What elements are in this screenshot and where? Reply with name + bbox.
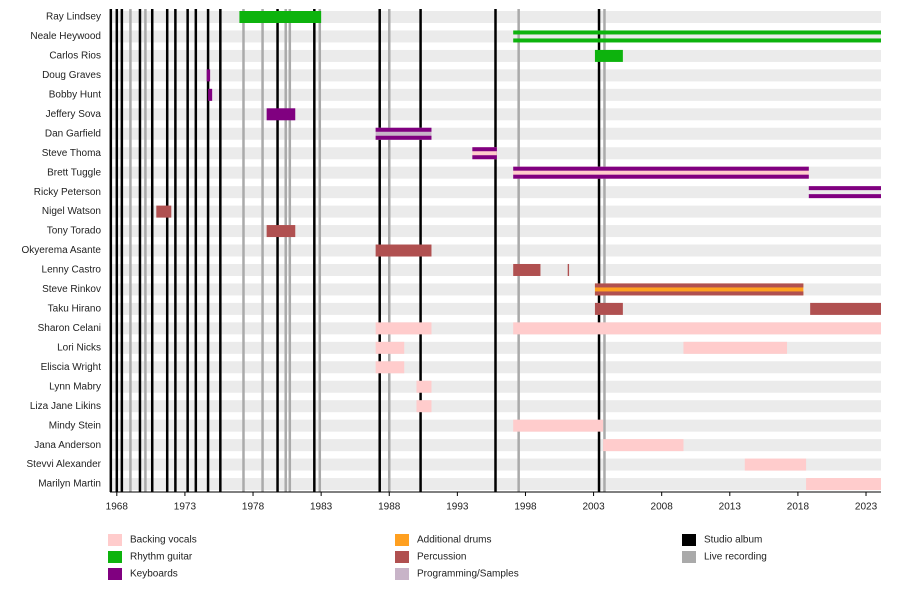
x-tick-label: 2013 bbox=[719, 502, 742, 513]
legend-label: Backing vocals bbox=[130, 535, 197, 546]
legend-label: Rhythm guitar bbox=[130, 552, 193, 563]
bar-stripe bbox=[375, 127, 432, 132]
bar bbox=[416, 380, 432, 393]
legend-label: Additional drums bbox=[417, 535, 491, 546]
bar bbox=[513, 166, 809, 179]
legend-swatch bbox=[395, 568, 409, 580]
bar-stripe bbox=[513, 174, 809, 179]
bar bbox=[208, 88, 213, 101]
bar-stripe bbox=[594, 283, 804, 288]
row-label: Stevvi Alexander bbox=[27, 459, 102, 470]
row-label: Tony Torado bbox=[47, 226, 102, 237]
bar-stripe bbox=[513, 166, 809, 171]
x-tick-label: 2023 bbox=[855, 502, 878, 513]
legend-swatch bbox=[108, 551, 122, 563]
bar bbox=[206, 69, 211, 82]
row-label: Jana Anderson bbox=[34, 440, 101, 451]
row-label: Eliscia Wright bbox=[41, 362, 102, 373]
bar bbox=[266, 225, 296, 238]
bar bbox=[594, 302, 623, 315]
legend-swatch bbox=[108, 568, 122, 580]
row-label: Liza Jane Likins bbox=[30, 401, 101, 412]
legend-label: Studio album bbox=[704, 535, 762, 546]
bar bbox=[513, 322, 881, 335]
bar-stripe bbox=[375, 135, 432, 140]
x-tick-label: 2003 bbox=[582, 502, 605, 513]
legend-swatch bbox=[395, 534, 409, 546]
row-label: Dan Garfield bbox=[45, 128, 101, 139]
row-label: Carlos Rios bbox=[49, 51, 101, 62]
bar bbox=[683, 341, 788, 354]
legend-label: Percussion bbox=[417, 552, 466, 563]
bar bbox=[567, 263, 570, 276]
row-label: Ray Lindsey bbox=[46, 12, 101, 23]
x-tick-label: 2018 bbox=[787, 502, 810, 513]
legend-swatch bbox=[395, 551, 409, 563]
row-label: Nigel Watson bbox=[42, 206, 101, 217]
row-label: Bobby Hunt bbox=[49, 89, 101, 100]
x-tick-label: 1988 bbox=[378, 502, 401, 513]
bar-stripe bbox=[513, 30, 881, 35]
row-label: Sharon Celani bbox=[38, 323, 101, 334]
bar-stripe bbox=[594, 291, 804, 296]
legend-swatch bbox=[108, 534, 122, 546]
x-tick-label: 2008 bbox=[651, 502, 674, 513]
bar bbox=[375, 341, 405, 354]
x-tick-label: 1983 bbox=[310, 502, 333, 513]
row-label: Doug Graves bbox=[42, 70, 101, 81]
bar-stripe bbox=[472, 155, 497, 160]
row-label: Ricky Peterson bbox=[34, 187, 101, 198]
row-label: Mindy Stein bbox=[49, 420, 101, 431]
bar bbox=[416, 400, 432, 413]
bar-stripe bbox=[472, 147, 497, 152]
row-label: Marilyn Martin bbox=[38, 479, 101, 490]
row-label: Jeffery Sova bbox=[46, 109, 102, 120]
bar bbox=[266, 108, 296, 121]
row-label: Lynn Mabry bbox=[49, 381, 101, 392]
bar bbox=[603, 439, 684, 452]
legend-swatch bbox=[682, 534, 696, 546]
x-tick-label: 1993 bbox=[446, 502, 469, 513]
bar bbox=[810, 302, 881, 315]
bar bbox=[472, 147, 497, 160]
row-label: Steve Rinkov bbox=[42, 284, 101, 295]
bar bbox=[513, 263, 541, 276]
legend-swatch bbox=[682, 551, 696, 563]
x-tick-label: 1973 bbox=[174, 502, 197, 513]
bar bbox=[594, 283, 804, 296]
bar bbox=[513, 419, 604, 432]
bar bbox=[744, 458, 807, 471]
x-tick-label: 1998 bbox=[514, 502, 537, 513]
bar bbox=[375, 127, 432, 140]
bar bbox=[806, 478, 881, 491]
row-label: Lori Nicks bbox=[57, 342, 101, 353]
bar bbox=[375, 244, 432, 257]
legend-label: Programming/Samples bbox=[417, 569, 519, 580]
bar bbox=[513, 30, 881, 43]
x-tick-label: 1978 bbox=[242, 502, 265, 513]
bar bbox=[375, 361, 405, 374]
row-label: Okyerema Asante bbox=[22, 245, 102, 256]
row-label: Neale Heywood bbox=[30, 31, 101, 42]
row-label: Brett Tuggle bbox=[47, 167, 101, 178]
bar bbox=[156, 205, 172, 218]
x-tick-label: 1968 bbox=[106, 502, 129, 513]
bar bbox=[239, 11, 322, 23]
legend-label: Live recording bbox=[704, 552, 767, 563]
bar-stripe bbox=[808, 186, 881, 191]
row-label: Lenny Castro bbox=[42, 265, 102, 276]
legend-label: Keyboards bbox=[130, 569, 178, 580]
bar bbox=[375, 322, 432, 335]
row-label: Steve Thoma bbox=[42, 148, 102, 159]
bar-stripe bbox=[808, 194, 881, 199]
bar-stripe bbox=[513, 38, 881, 43]
bar bbox=[594, 49, 623, 62]
bar bbox=[808, 186, 881, 199]
row-label: Taku Hirano bbox=[48, 304, 102, 315]
